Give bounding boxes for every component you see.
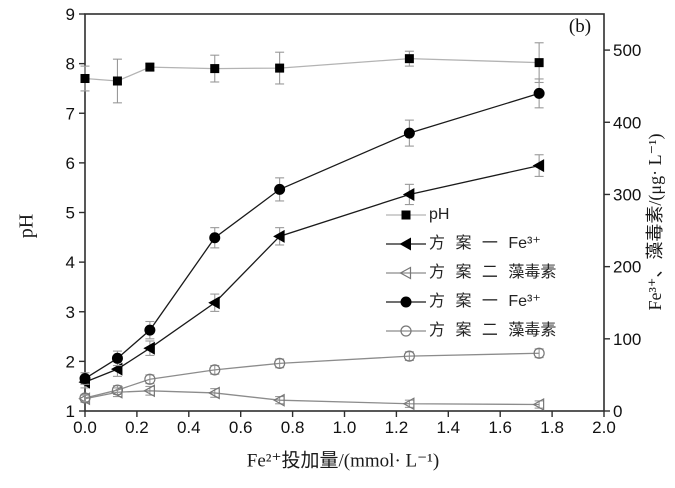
data-point-circle-open (533, 347, 545, 359)
legend-marker-triangle-left-filled-icon (386, 237, 426, 250)
x-tick-label: 1.6 (488, 418, 512, 437)
legend-item: 方 案 一 Fe³⁺ (385, 287, 556, 316)
data-point-triangle-open (208, 386, 220, 400)
x-tick-label: 1.2 (385, 418, 409, 437)
x-tick-label: 0.4 (177, 418, 201, 437)
data-point-triangle-open (399, 265, 412, 280)
data-point-square (145, 62, 155, 72)
data-point-circle (274, 183, 286, 195)
y-right-tick-label: 400 (613, 113, 641, 132)
legend-marker-square-filled-icon (386, 210, 426, 219)
legend-marker-circle-open-icon (386, 324, 426, 337)
data-point-square (210, 64, 220, 74)
data-point-triangle (143, 341, 155, 355)
data-point-circle (144, 324, 156, 336)
x-tick-label: 0.2 (125, 418, 149, 437)
legend-item: 方 案 二 藻毒素 (385, 258, 556, 287)
data-point-triangle-open (532, 397, 545, 412)
x-tick-label: 1.0 (333, 418, 357, 437)
x-tick-label: 1.8 (540, 418, 564, 437)
y-left-tick-label: 2 (66, 352, 75, 371)
data-point-circle-open (274, 357, 286, 369)
legend-item: 方 案 一 Fe³⁺ (385, 229, 556, 258)
y-right-tick-label: 300 (613, 185, 641, 204)
legend: pH 方 案 一 Fe³⁺ 方 案 二 藻毒素方 案 一 Fe³⁺ 方 案 二 藻毒素 (385, 200, 556, 345)
data-point-circle (111, 352, 123, 364)
x-tick-label: 0.0 (73, 418, 97, 437)
legend-item: pH (385, 200, 556, 229)
y-left-tick-label: 8 (66, 55, 75, 74)
panel-label: (b) (568, 16, 592, 37)
y-left-tick-label: 1 (66, 402, 75, 421)
data-point-circle-open (400, 324, 412, 337)
data-point-circle-open (209, 364, 221, 376)
y-right-tick-label: 500 (613, 41, 641, 60)
data-point-triangle-open (272, 393, 285, 407)
series-line (84, 352, 540, 399)
y-right-tick-label: 0 (613, 402, 622, 421)
legend-item-label: 方 案 一 Fe³⁺ (429, 292, 541, 310)
data-point-square (112, 76, 122, 86)
data-point-triangle (110, 362, 123, 376)
data-point-circle (403, 127, 415, 139)
legend-item-label: 方 案 二 藻毒素 (429, 321, 557, 339)
x-tick-label: 2.0 (592, 418, 616, 437)
y-left-tick-label: 9 (66, 5, 75, 24)
y-right-tick-label: 100 (613, 330, 641, 349)
data-point-triangle (208, 296, 220, 310)
data-point-circle-open (144, 373, 156, 385)
data-point-triangle (402, 187, 415, 201)
data-point-square (404, 54, 414, 64)
y-left-tick-label: 4 (66, 253, 75, 272)
data-point-circle (533, 87, 545, 99)
y-left-tick-label: 5 (66, 204, 75, 223)
legend-marker-triangle-left-open-icon (386, 265, 426, 280)
x-tick-label: 0.6 (229, 418, 253, 437)
x-tick-label: 0.8 (281, 418, 305, 437)
data-point-circle (79, 373, 91, 385)
data-point-triangle-open (143, 384, 155, 398)
data-point-triangle-open (402, 397, 415, 411)
data-point-circle (400, 296, 412, 307)
y-left-tick-label: 7 (66, 104, 75, 123)
x-axis-title: Fe²⁺投加量/(mmol· L⁻¹) (246, 450, 440, 472)
data-point-circle-open (111, 384, 124, 396)
data-point-triangle (273, 229, 285, 243)
legend-item: 方 案 二 藻毒素 (385, 316, 556, 345)
data-point-triangle (532, 159, 545, 173)
data-point-square (275, 63, 285, 73)
legend-item-label: 方 案 一 Fe³⁺ (429, 234, 541, 252)
data-point-circle (209, 232, 221, 244)
y-right-tick-label: 200 (613, 258, 641, 277)
y-left-tick-label: 3 (66, 303, 75, 322)
data-point-circle-open (403, 350, 415, 362)
legend-item-label: 方 案 二 藻毒素 (429, 263, 557, 281)
data-point-circle-open (79, 392, 91, 404)
y-left-tick-label: 6 (66, 154, 75, 173)
data-point-triangle (399, 237, 411, 250)
legend-item-label: pH (429, 205, 450, 223)
data-point-square (80, 74, 90, 84)
y-left-axis-title: pH (15, 213, 38, 239)
legend-marker-circle-filled-icon (386, 296, 426, 307)
y-right-axis-title: Fe³⁺、藻毒素/(μg· L⁻¹) (645, 133, 665, 311)
x-tick-label: 1.4 (436, 418, 460, 437)
series-line (84, 390, 540, 406)
data-point-square (401, 210, 411, 219)
data-point-square (534, 58, 544, 68)
